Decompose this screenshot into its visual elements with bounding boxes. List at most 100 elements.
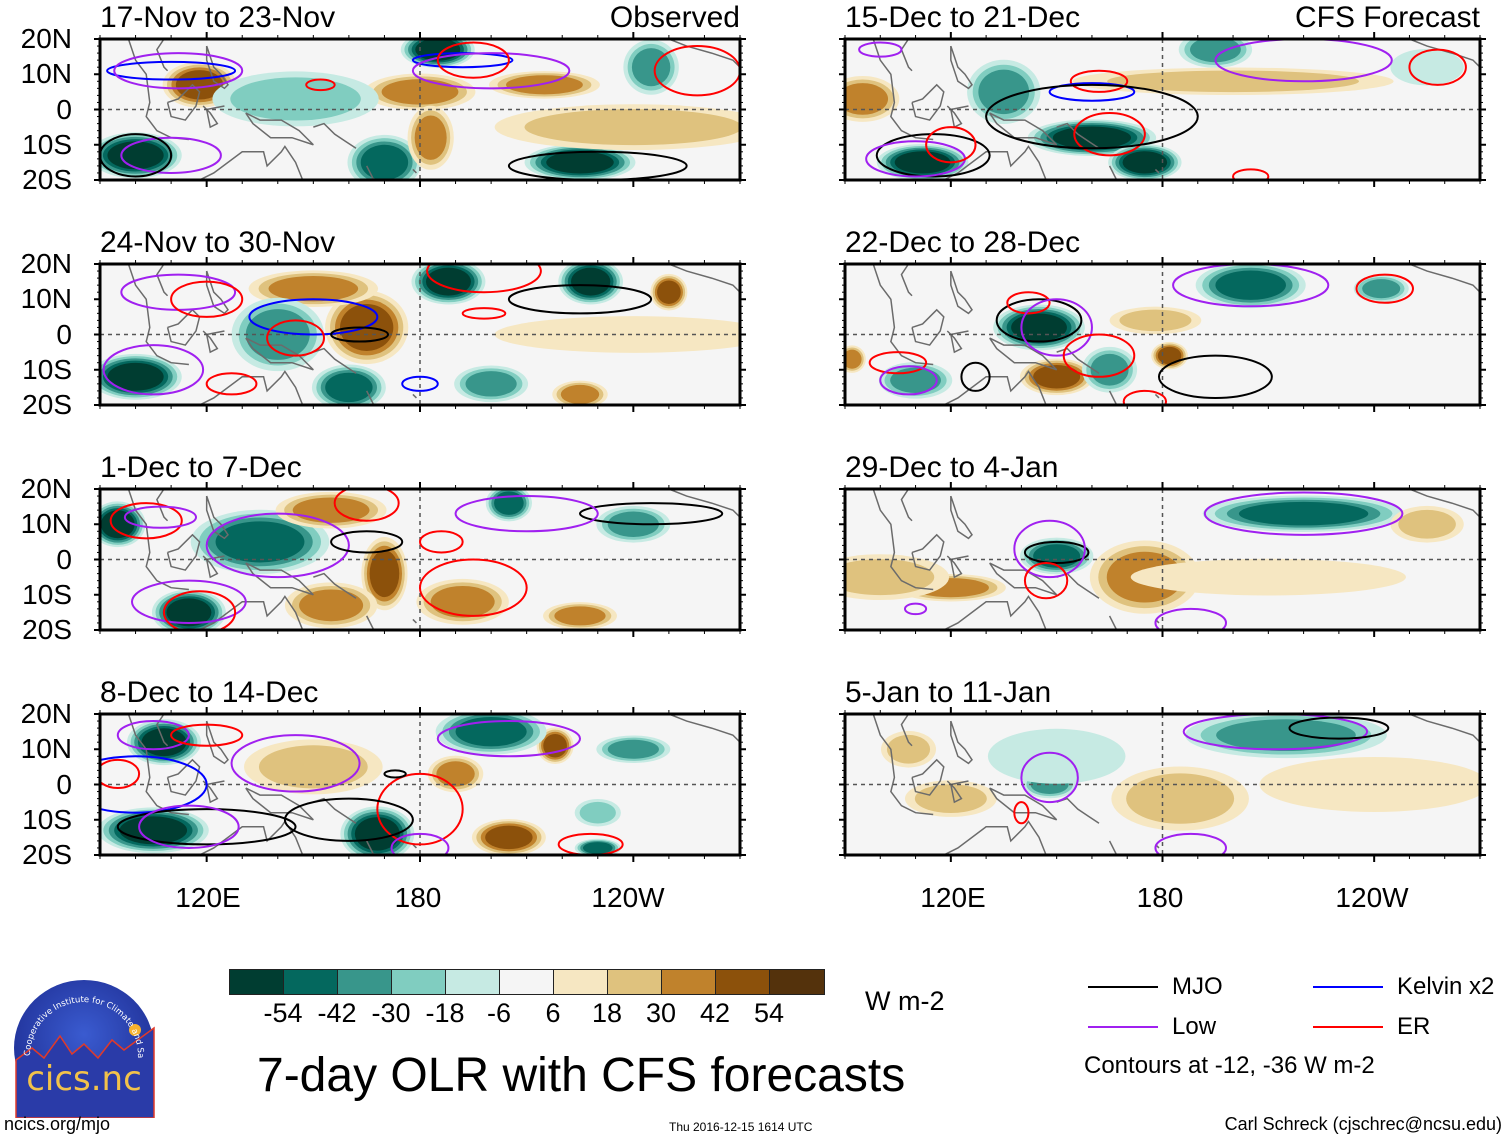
coastline <box>245 112 314 146</box>
coastline <box>313 572 357 599</box>
olr-anomaly-shade <box>1122 151 1168 174</box>
contour-low <box>116 720 190 751</box>
coastline <box>1154 393 1160 399</box>
contour-er <box>461 307 507 320</box>
contour-mjo <box>507 150 688 180</box>
contour-low <box>102 344 205 396</box>
coastline <box>1154 168 1160 174</box>
coastline <box>412 393 417 399</box>
lon-label-left-180: 180 <box>394 882 442 913</box>
footer-url[interactable]: ncics.org/mjo <box>4 1114 111 1134</box>
contour-low <box>138 804 240 849</box>
olr-anomaly-shade <box>978 69 1030 115</box>
contour-low <box>1154 832 1227 855</box>
coastline <box>872 714 934 816</box>
contour-er <box>1073 112 1146 157</box>
olr-anomaly-shade <box>845 349 862 369</box>
coastline <box>950 270 973 315</box>
map-plot <box>839 257 1486 412</box>
lat-label: 20S <box>22 164 72 195</box>
contour-kelvin-x2 <box>106 60 237 81</box>
olr-anomaly-shade <box>354 817 400 851</box>
coastline <box>1108 840 1118 855</box>
coastline <box>205 495 229 540</box>
coastline <box>942 595 1047 630</box>
contour-er <box>163 590 237 630</box>
lat-label: 20N <box>20 23 72 54</box>
olr-anomaly-shade <box>657 280 681 304</box>
coastline <box>313 122 357 149</box>
contour-low <box>454 495 599 533</box>
lat-label: 20N <box>20 698 72 729</box>
logo-name: cics.nc <box>26 1059 142 1099</box>
contour-mjo <box>960 361 991 392</box>
coastline <box>313 347 357 374</box>
contour-er <box>436 41 510 79</box>
contour-er <box>333 489 400 522</box>
colorbar-tick-label: 42 <box>699 998 731 1028</box>
lat-label: 20S <box>22 839 72 870</box>
legend-item-kelvin: Kelvin x2 <box>1313 973 1494 1001</box>
contour-kelvin-x2 <box>248 298 379 336</box>
colorbar-cell <box>284 970 338 994</box>
coastline <box>950 495 973 540</box>
lat-label: 0 <box>56 768 72 800</box>
contour-mjo <box>283 797 414 842</box>
coastline <box>946 555 969 579</box>
coastline <box>872 39 934 141</box>
contour-er <box>1232 168 1270 180</box>
panel-title: 17-Nov to 23-Nov <box>100 1 336 34</box>
contour-low <box>113 52 244 90</box>
colorbar-cell <box>770 970 824 994</box>
olr-anomaly-shade <box>166 598 212 627</box>
lon-label-left-120e: 120E <box>175 882 241 913</box>
olr-anomaly-shade <box>845 559 935 596</box>
contour-mjo <box>116 808 297 846</box>
lat-label: 0 <box>56 318 72 350</box>
colorbar-cell <box>230 970 284 994</box>
coastline <box>245 787 314 821</box>
olr-anomaly-shade <box>1126 773 1235 824</box>
coastline <box>1108 390 1118 405</box>
coastline <box>668 264 740 293</box>
contour-er <box>170 723 244 747</box>
olr-anomaly-shade <box>1215 270 1286 300</box>
contour-mjo <box>507 284 653 315</box>
map-plot <box>94 257 746 412</box>
contour-er <box>426 264 542 294</box>
coastline <box>946 330 969 354</box>
olr-anomaly-shade <box>436 761 475 787</box>
coastline <box>202 780 225 804</box>
contour-er <box>305 78 336 92</box>
coastline <box>365 840 375 855</box>
olr-anomaly-shade <box>1362 279 1401 299</box>
contour-mjo <box>995 298 1083 343</box>
colorbar-cell <box>392 970 446 994</box>
contour-low <box>1203 491 1404 536</box>
olr-anomaly-shade <box>1259 757 1480 812</box>
olr-anomaly-shade <box>1190 39 1241 63</box>
colorbar-cell <box>554 970 608 994</box>
olr-anomaly-shade <box>494 316 740 353</box>
colorbar-units: W m-2 <box>865 986 945 1016</box>
contour-low <box>205 512 350 579</box>
legend-label-er: ER <box>1397 1013 1431 1040</box>
colorbar-tick-label: 54 <box>753 998 785 1028</box>
coastline <box>1056 347 1100 374</box>
coastline <box>950 45 973 90</box>
olr-anomaly-shade <box>100 510 135 539</box>
lon-label-right-180: 180 <box>1136 882 1184 913</box>
colorbar-cell <box>662 970 716 994</box>
olr-anomaly-shade <box>215 521 305 563</box>
map-plot <box>839 482 1486 637</box>
panel-title: 8-Dec to 14-Dec <box>100 676 319 709</box>
olr-anomaly-shade <box>1157 346 1182 365</box>
coastline <box>668 39 740 68</box>
coastline <box>942 370 1047 405</box>
map-plot <box>94 482 746 637</box>
olr-anomaly-shade <box>1216 719 1356 752</box>
coastline <box>911 533 945 571</box>
colorbar-cell <box>338 970 392 994</box>
olr-anomaly-shade <box>414 115 447 160</box>
legend-item-low: Low <box>1088 1013 1216 1041</box>
